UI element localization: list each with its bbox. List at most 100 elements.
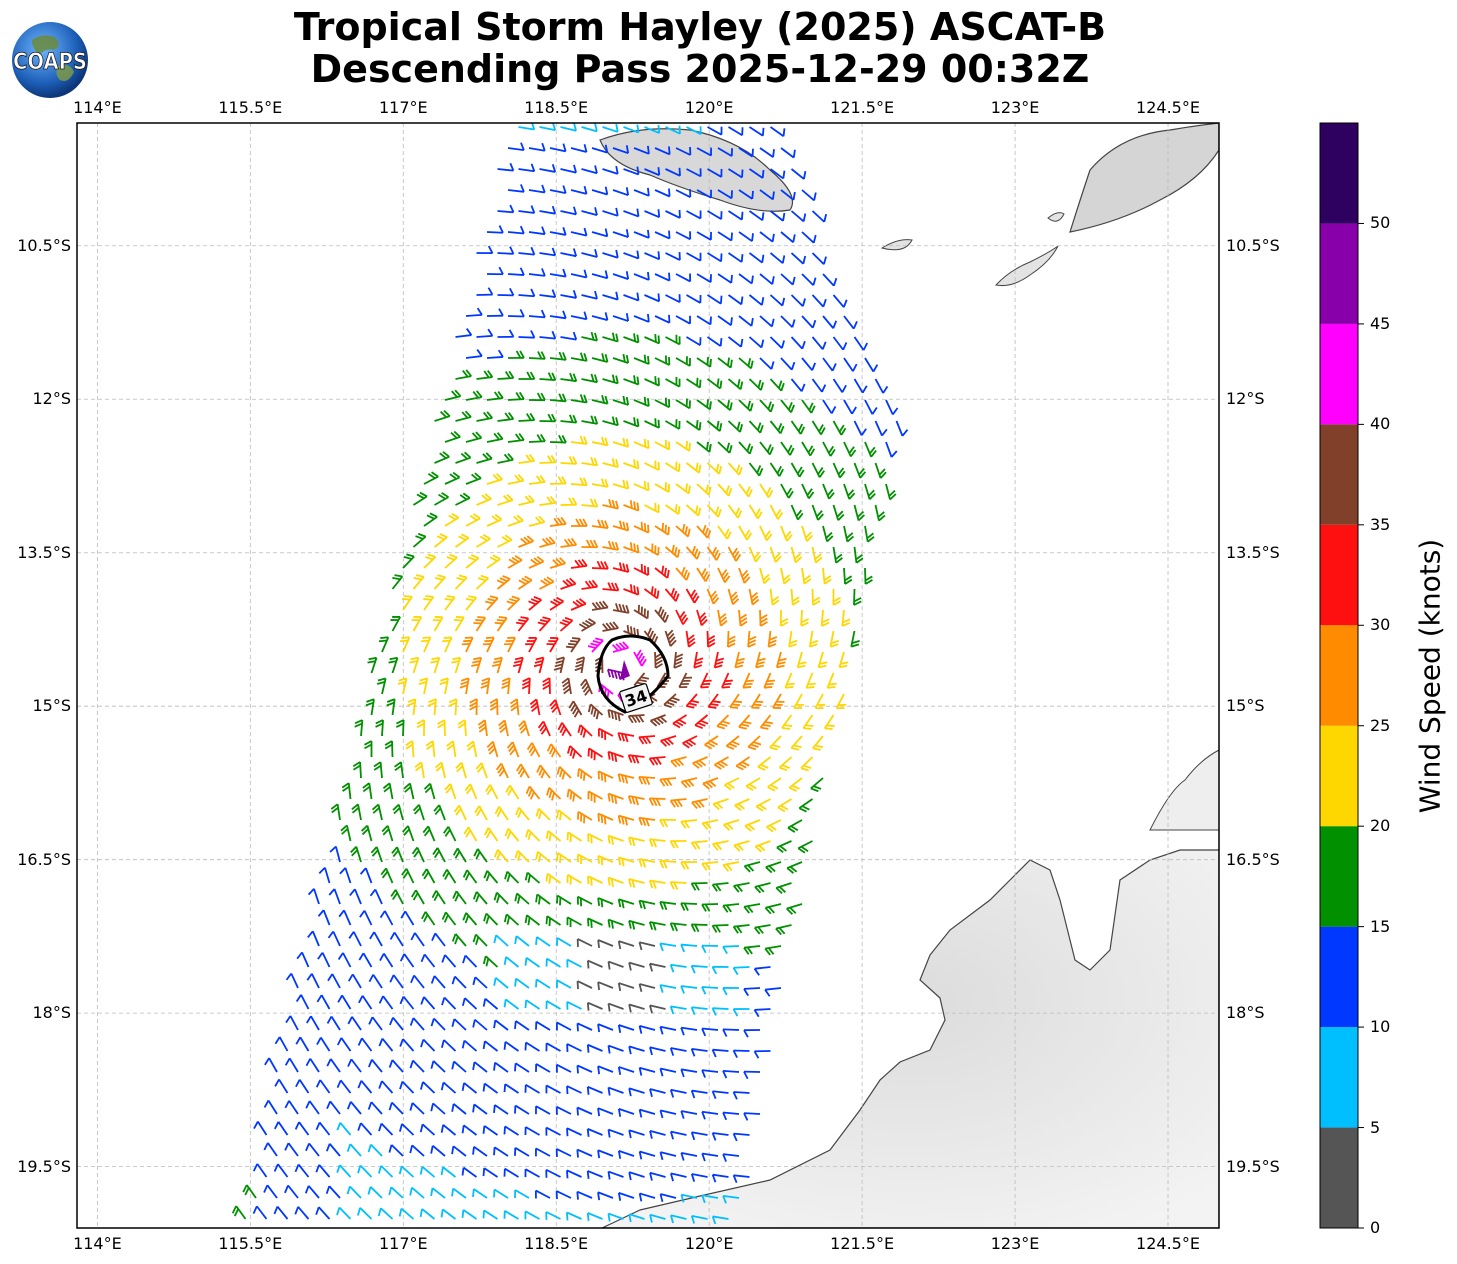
wind-barb <box>358 952 373 968</box>
wind-barb <box>451 975 467 989</box>
wind-barb <box>340 824 352 842</box>
wind-barb <box>581 373 599 384</box>
wind-barb <box>812 735 824 751</box>
wind-barb <box>808 630 819 648</box>
wind-barb <box>617 1024 635 1034</box>
wind-barb <box>306 973 320 989</box>
wind-barb <box>399 1038 415 1052</box>
wind-barb <box>539 164 557 173</box>
wind-barb <box>524 999 540 1010</box>
wind-barb <box>587 833 603 844</box>
wind-barb <box>643 586 660 600</box>
wind-barb <box>535 1147 551 1157</box>
wind-barb <box>577 724 593 738</box>
wind-barb <box>451 933 467 947</box>
wind-barb <box>336 1079 352 1094</box>
wind-barb <box>371 803 383 821</box>
wind-barb <box>399 636 411 653</box>
wind-barb <box>285 972 299 989</box>
wind-barb <box>440 1081 457 1094</box>
wind-barb <box>628 961 645 971</box>
wind-barb <box>685 420 702 431</box>
wind-barb <box>607 834 624 845</box>
wind-barb <box>701 903 719 912</box>
wind-barb <box>864 357 879 373</box>
wind-barb <box>801 525 814 542</box>
wind-barb <box>633 480 650 492</box>
wind-barb <box>570 185 588 195</box>
wind-barb <box>853 588 862 606</box>
wind-barb <box>733 882 750 893</box>
wind-barb <box>581 579 599 590</box>
wind-barb <box>822 399 837 414</box>
wind-barb <box>744 819 761 832</box>
wind-barb <box>644 251 661 261</box>
wind-barb <box>755 651 766 669</box>
wind-barb <box>665 251 681 261</box>
wind-barb <box>284 1100 299 1115</box>
wind-barb <box>633 521 650 534</box>
wind-barb <box>388 1186 404 1199</box>
wind-barb <box>763 672 776 689</box>
wind-barb <box>843 315 858 330</box>
wind-barb <box>654 272 671 282</box>
wind-barb <box>437 719 446 737</box>
wind-barb <box>623 166 640 176</box>
wind-barb <box>514 892 530 905</box>
wind-barb <box>801 273 817 286</box>
wind-barb <box>586 1170 603 1179</box>
wind-barb <box>505 784 520 800</box>
wind-barb <box>430 1017 446 1031</box>
wind-barb <box>328 888 341 905</box>
lon-tick-label-bottom: 114°E <box>73 1234 122 1253</box>
wind-barb <box>306 1015 320 1031</box>
wind-barb <box>463 826 478 842</box>
wind-barb <box>252 1163 268 1178</box>
wind-barb <box>728 210 744 221</box>
wind-barb <box>623 124 640 134</box>
wind-barb <box>461 1166 478 1178</box>
wind-barb <box>638 1066 656 1076</box>
wind-barb <box>497 204 515 214</box>
wind-barb <box>444 783 457 800</box>
wind-barb <box>638 1192 656 1202</box>
wind-barb <box>390 889 404 905</box>
wind-barb <box>788 630 798 648</box>
wind-barb <box>465 349 483 359</box>
wind-barb <box>701 986 719 995</box>
wind-barb <box>696 441 712 453</box>
wind-barb <box>576 938 593 947</box>
wind-barb <box>501 677 511 695</box>
wind-barb <box>711 1090 729 1100</box>
wind-barb <box>516 763 530 779</box>
wind-barb <box>307 888 320 905</box>
wind-barb <box>864 441 877 458</box>
wind-barb <box>780 441 795 456</box>
wind-barb <box>581 457 599 467</box>
wind-barb <box>602 249 619 259</box>
chart-title: Tropical Storm Hayley (2025) ASCAT-B Des… <box>0 6 1400 90</box>
wind-barb <box>535 808 551 821</box>
wind-barb <box>706 546 721 561</box>
wind-barb <box>444 595 456 611</box>
wind-barb <box>874 420 888 437</box>
wind-barb <box>465 554 480 569</box>
wind-barb <box>476 411 493 422</box>
wind-barb <box>638 816 656 827</box>
wind-barb <box>368 1059 383 1073</box>
wind-barb <box>497 287 515 297</box>
wind-barb <box>535 1020 551 1031</box>
lon-tick-label-top: 123°E <box>990 98 1040 117</box>
wind-barb <box>546 787 562 801</box>
wind-barb <box>381 825 394 842</box>
wind-barb <box>439 677 449 695</box>
wind-barb <box>570 435 588 445</box>
wind-barb <box>711 924 729 933</box>
wind-barb <box>545 1000 561 1010</box>
wind-barb <box>482 998 499 1010</box>
wind-barb <box>503 1083 519 1094</box>
lat-tick-label-left: 12°S <box>32 389 71 409</box>
wind-barb <box>539 247 557 257</box>
wind-barb <box>680 1151 698 1161</box>
lat-tick-label-left: 13.5°S <box>17 542 71 562</box>
